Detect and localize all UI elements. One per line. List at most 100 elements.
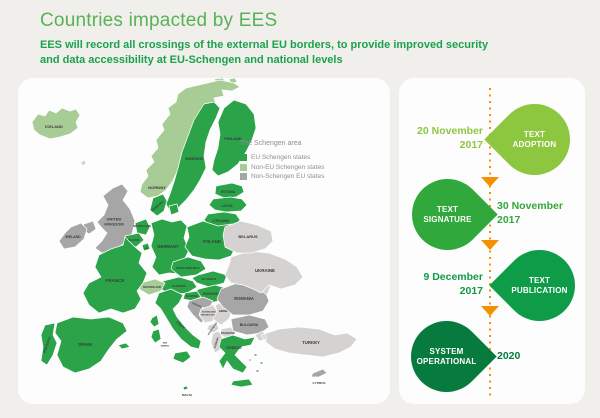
country-label-malta: MALTA <box>182 393 193 397</box>
schengen-map-panel: ICELAND NORWAY SWEDEN FINLAND ESTONIA LATVIA L… <box>18 78 390 404</box>
page-subtitle: EES will record all crossings of the ext… <box>40 39 489 67</box>
country-label-bosnia: BOSNIA AND HERZEGOVINA <box>201 311 217 317</box>
country-malta <box>182 385 189 391</box>
country-luxembourg <box>141 242 151 252</box>
blob-label: TEXT SIGNATURE <box>423 204 472 224</box>
country-label-estonia: ESTONIA <box>221 190 236 194</box>
country-label-belarus: BELARUS <box>238 234 258 239</box>
header: Countries impacted by EES EES will recor… <box>40 10 560 69</box>
country-iceland <box>31 107 81 140</box>
legend-item-eu-schengen: EU Schengen states <box>240 154 370 161</box>
country-corsica <box>149 314 160 328</box>
country-switzerland <box>138 278 166 296</box>
country-balearics <box>117 342 131 350</box>
country-czechia <box>170 256 207 278</box>
country-label-bulgaria: BULGARIA <box>240 323 259 327</box>
blob-label: SYSTEM OPERATIONAL <box>416 346 477 366</box>
country-slovakia <box>191 270 228 288</box>
country-label-poland: POLAND <box>203 239 221 244</box>
timeline-blob-system-operational: SYSTEM OPERATIONAL <box>399 306 497 404</box>
country-latvia <box>208 196 248 213</box>
country-montenegro <box>206 322 220 334</box>
legend-item-non-eu-schengen: Non-EU Schengen states <box>240 163 370 171</box>
timeline-panel: 20 November 2017 TEXT ADOPTION TEXT SIGN… <box>399 78 585 404</box>
country-label-ukraine: UKRAINE <box>255 268 275 273</box>
page-title: Countries impacted by EES <box>40 10 278 31</box>
country-label-italy: ITALY <box>175 321 186 331</box>
country-sicily <box>172 350 192 364</box>
legend-swatch-eu-schengen <box>240 154 247 161</box>
country-france <box>82 236 148 314</box>
country-sardinia <box>150 328 162 344</box>
country-cyprus <box>310 368 328 378</box>
country-label-sweden: SWEDEN <box>185 156 203 161</box>
country-denmark <box>149 193 180 217</box>
country-label-belgium: BELGIUM <box>127 238 139 242</box>
timeline-blob-text-publication: TEXT PUBLICATION <box>489 235 585 336</box>
country-label-uk: UNITED KINGDOM <box>104 217 124 227</box>
country-ireland <box>58 222 88 250</box>
country-label-portugal: PORTUGAL <box>42 336 51 354</box>
country-label-macedonia: MACEDONIA <box>221 332 236 335</box>
country-label-czechia: CZECH REPUBLIC <box>176 266 200 270</box>
legend-label: EU Schengen states <box>251 154 311 161</box>
country-label-albania: ALBANIA <box>213 337 219 349</box>
country-label-finland: FINLAND <box>224 136 242 141</box>
country-label-lithuania: LITHUANIA <box>212 219 230 223</box>
legend-label: Non-EU Schengen states <box>251 163 325 171</box>
country-estonia <box>214 182 245 199</box>
country-spain <box>54 316 128 374</box>
timeline-date-operational: 2020 <box>497 350 521 362</box>
country-label-romania: ROMANIA <box>234 296 254 301</box>
legend-swatch-non-eu-schengen <box>240 163 247 171</box>
country-faroes <box>80 159 87 167</box>
country-label-ireland: IRELAND <box>65 235 81 239</box>
timeline-arrow-down-icon <box>481 177 499 187</box>
country-label-spain: SPAIN <box>78 342 92 347</box>
country-portugal <box>40 322 58 366</box>
country-finland <box>211 99 257 177</box>
timeline-blob-text-adoption: TEXT ADOPTION <box>484 89 585 190</box>
country-label-slovakia: SLOVAKIA <box>202 277 218 281</box>
country-label-hungary: HUNGARY <box>203 292 220 296</box>
country-label-slovenia: SLOVENIA <box>186 295 198 298</box>
country-belarus <box>222 220 274 254</box>
country-label-croatia: CROATIA <box>192 302 204 310</box>
country-italy <box>154 288 202 350</box>
timeline-date-publication: 9 December 2017 <box>423 271 483 297</box>
timeline-arrow-down-icon <box>481 240 499 250</box>
timeline-arrow-down-icon <box>481 306 499 316</box>
country-label-switzerland: SWITZERLAND <box>143 286 161 289</box>
schengen-legend: The Schengen area EU Schengen states Non… <box>240 140 370 183</box>
legend-title: The Schengen area <box>240 140 302 147</box>
country-ukraine <box>224 250 304 294</box>
timeline-date-adoption: 20 November 2017 <box>417 125 483 151</box>
country-label-turkey: TURKEY <box>302 340 320 345</box>
country-aegean <box>248 353 264 373</box>
country-label-france: FRANCE <box>105 278 124 283</box>
country-label-germany: GERMANY <box>157 244 179 249</box>
country-label-montenegro: MONTENEGRO <box>208 322 219 336</box>
country-label-norway: NORWAY <box>148 185 166 190</box>
country-label-sanmarino: SAN MARINO <box>161 342 170 348</box>
country-label-serbia: SERBIA <box>219 309 229 313</box>
country-greece <box>218 334 256 374</box>
country-turkey <box>254 326 358 358</box>
country-label-austria: AUSTRIA <box>172 284 187 288</box>
timeline-blob-text-signature: TEXT SIGNATURE <box>399 164 498 265</box>
country-label-cyprus: CYPRUS <box>313 381 326 385</box>
blob-label: TEXT PUBLICATION <box>511 275 568 295</box>
timeline-date-signature: 30 November 2017 <box>497 200 563 226</box>
legend-item-non-schengen-eu: Non-Schengen EU states <box>240 173 370 180</box>
country-label-latvia: LATVIA <box>221 204 233 208</box>
legend-label: Non-Schengen EU states <box>251 173 325 180</box>
country-label-netherlands: NETHERLANDS <box>133 225 151 228</box>
country-sweden <box>165 101 221 212</box>
country-label-luxembourg: LUX. <box>144 248 149 250</box>
europe-map: ICELAND NORWAY SWEDEN FINLAND ESTONIA LATVIA L… <box>31 78 358 397</box>
legend-swatch-non-schengen-eu <box>240 173 247 180</box>
country-crete <box>230 378 254 388</box>
blob-label: TEXT ADOPTION <box>512 129 557 149</box>
country-bulgaria <box>230 314 270 336</box>
